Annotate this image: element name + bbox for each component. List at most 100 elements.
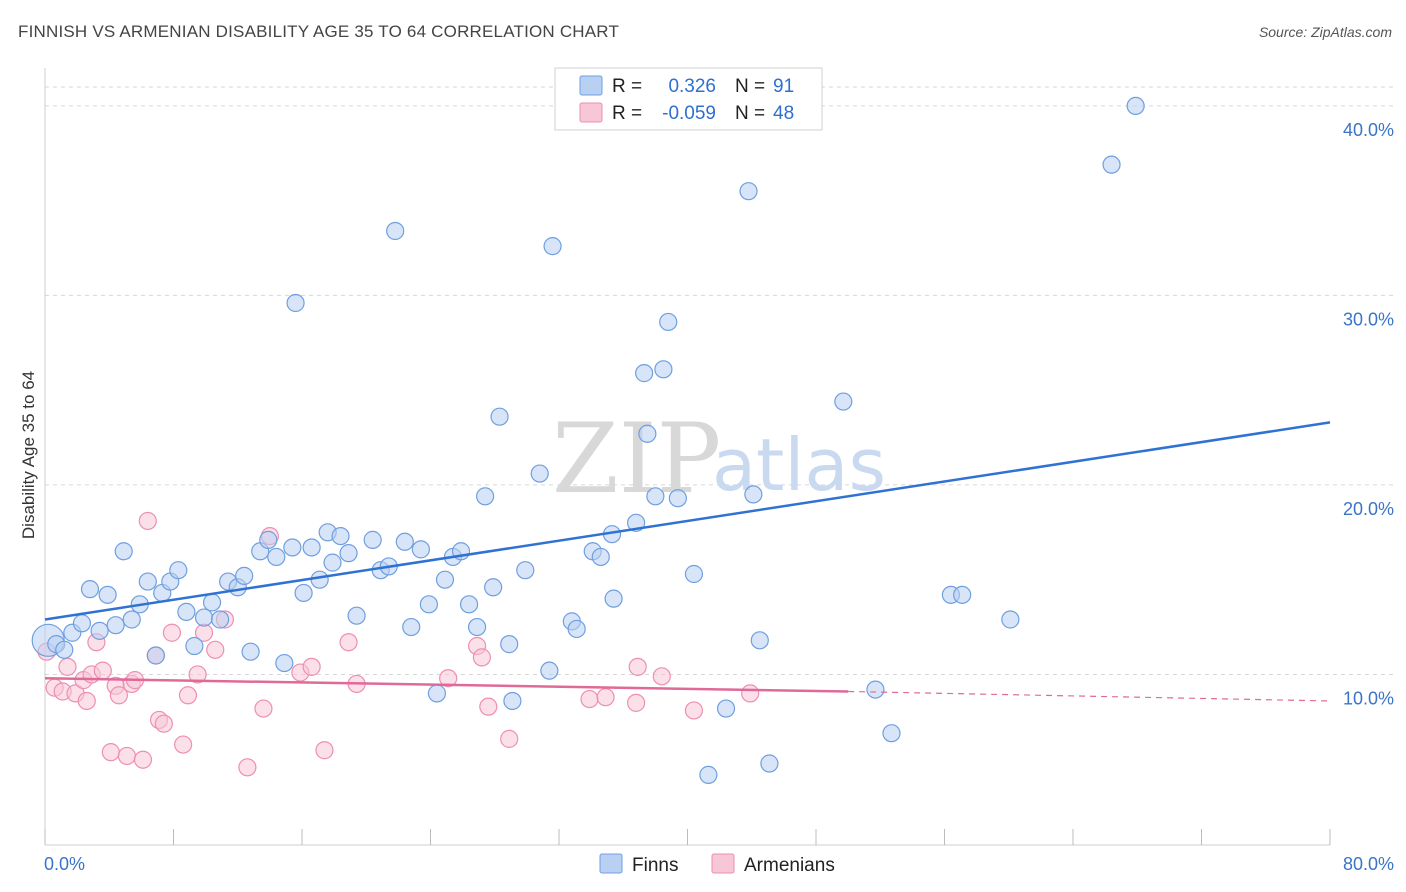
bottom-legend-finns: Finns <box>632 855 678 876</box>
finns-point <box>90 621 109 640</box>
finns-point <box>638 424 657 443</box>
armenians-point <box>77 691 96 711</box>
armenians-point <box>109 686 128 705</box>
finns-points <box>31 96 1145 784</box>
legend-box: R = 0.326 N = 91 R = -0.059 N = 48 <box>554 67 823 131</box>
finns-point <box>235 566 254 585</box>
finns-point <box>1126 96 1145 116</box>
armenians-point <box>339 633 358 652</box>
y-tick-label: 10.0% <box>1343 688 1394 708</box>
finns-trend-line <box>44 421 1331 621</box>
armenians-trend-extension <box>848 690 1331 702</box>
legend-armenians-n-label: N = <box>735 103 765 124</box>
bottom-legend: Finns Armenians <box>599 853 835 876</box>
armenians-point <box>178 686 198 705</box>
finns-point <box>146 646 165 665</box>
armenians-point <box>238 758 257 777</box>
finns-point <box>402 617 421 637</box>
finns-point <box>659 312 678 332</box>
finns-point <box>286 293 305 313</box>
finns-point <box>459 595 479 614</box>
y-axis-label: Disability Age 35 to 64 <box>19 371 38 539</box>
finns-point <box>882 724 901 743</box>
armenians-point <box>117 746 137 766</box>
armenians-point <box>154 714 173 733</box>
armenians-point <box>254 699 273 718</box>
armenians-points <box>37 511 760 777</box>
armenians-trend-line <box>44 676 849 693</box>
finns-point <box>476 487 495 506</box>
armenians-point <box>174 735 193 754</box>
finns-point <box>739 182 758 201</box>
armenians-point <box>93 661 112 680</box>
finns-point <box>699 765 718 784</box>
armenians-point <box>580 689 599 709</box>
finns-point <box>386 221 405 241</box>
finns-point <box>467 617 487 637</box>
trend-lines <box>44 421 1331 702</box>
finns-point <box>106 616 125 635</box>
finns-point <box>503 691 522 711</box>
finns-point <box>866 680 885 699</box>
armenians-point <box>472 648 491 667</box>
watermark-zip: ZIP <box>552 403 721 515</box>
finns-point <box>294 583 313 603</box>
finns-point <box>668 489 687 508</box>
armenians-point <box>684 701 704 720</box>
watermark-atlas: atlas <box>712 423 886 507</box>
finns-point <box>185 636 204 656</box>
source-label: Source: ZipAtlas.com <box>1258 24 1392 40</box>
finns-point <box>591 547 610 567</box>
finns-point <box>1001 610 1020 629</box>
armenians-point <box>58 657 77 676</box>
x-tick-labels: 0.0% 80.0% <box>44 854 1394 874</box>
finns-point <box>834 392 853 411</box>
armenians-point <box>101 743 120 762</box>
y-tick-label: 30.0% <box>1343 309 1394 329</box>
armenians-point <box>315 741 334 760</box>
axes <box>44 68 1331 846</box>
armenians-point <box>479 697 498 716</box>
finns-point <box>138 572 157 591</box>
legend-armenians-r-label: R = <box>612 103 642 124</box>
finns-point <box>567 619 586 639</box>
finns-point <box>331 526 350 546</box>
x-tick-max: 80.0% <box>1343 854 1394 874</box>
finns-point <box>72 614 92 633</box>
armenians-point <box>626 693 646 712</box>
bottom-legend-swatch-armenians <box>711 853 735 874</box>
y-tick-label: 40.0% <box>1343 120 1394 140</box>
legend-swatch-finns <box>579 75 603 96</box>
finns-point <box>363 530 382 549</box>
finns-point <box>339 544 358 563</box>
armenians-point <box>133 750 153 769</box>
finns-point <box>114 542 133 561</box>
armenians-point <box>162 623 181 642</box>
finns-point <box>604 589 623 608</box>
finns-point <box>750 631 769 650</box>
finns-point <box>500 635 519 654</box>
legend-finns-n-value: 91 <box>773 76 794 97</box>
finns-point <box>122 610 141 629</box>
armenians-point <box>741 684 760 703</box>
finns-point <box>540 661 559 680</box>
finns-point <box>202 593 222 612</box>
armenians-point <box>439 669 458 688</box>
finns-point <box>490 407 509 426</box>
finns-point <box>419 595 438 614</box>
finns-point <box>177 602 196 622</box>
armenians-point <box>302 657 321 676</box>
chart-title: FINNISH VS ARMENIAN DISABILITY AGE 35 TO… <box>18 22 620 41</box>
y-tick-labels: 10.0% 20.0% 30.0% 40.0% <box>1343 120 1394 709</box>
finns-point <box>427 684 447 703</box>
finns-point <box>684 564 704 584</box>
finns-point <box>210 610 230 629</box>
armenians-point <box>628 657 647 676</box>
gridlines <box>45 86 1395 675</box>
finns-point <box>80 580 100 599</box>
finns-point <box>635 364 654 383</box>
finns-point <box>283 538 302 557</box>
finns-point <box>241 642 260 661</box>
finns-point <box>395 532 414 551</box>
